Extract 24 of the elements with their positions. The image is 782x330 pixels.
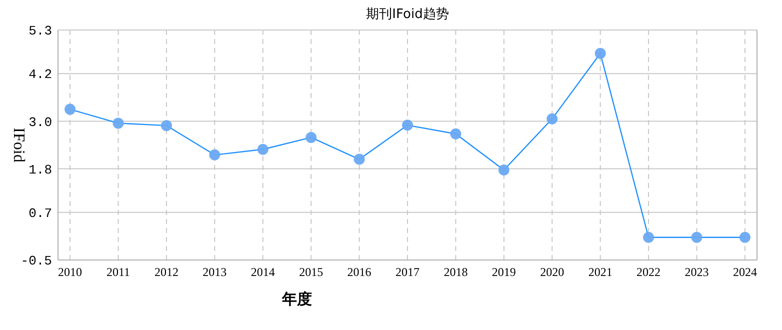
y-tick-label: 5.3 [28,24,52,39]
x-tick-label: 2019 [492,265,516,279]
x-tick-label: 2015 [299,265,324,279]
x-tick-label: 2010 [58,265,82,279]
x-tick-label: 2012 [154,265,178,279]
x-tick-label: 2014 [250,265,275,279]
x-tick-label: 2011 [106,265,130,279]
x-tick-label: 2022 [636,265,661,279]
y-axis-title: IFoid [10,128,27,162]
y-tick-label: 1.8 [28,162,52,178]
x-tick-label: 2018 [444,265,468,279]
y-tick-label: -0.5 [20,254,52,269]
x-tick-label: 2023 [684,265,709,279]
x-tick-label: 2016 [347,265,372,279]
y-tick-label: 3.0 [28,114,52,130]
x-tick-label: 2020 [540,265,564,279]
x-axis-title: 年度 [281,290,312,308]
x-tick-label: 2017 [396,265,420,279]
chart-title: 期刊IFoid趋势 [366,7,449,22]
x-tick-label: 2013 [202,265,227,279]
y-tick-label: 4.2 [28,67,52,82]
x-tick-label: 2021 [588,265,612,279]
x-tick-label: 2024 [732,265,757,279]
y-tick-label: 0.7 [28,206,52,221]
